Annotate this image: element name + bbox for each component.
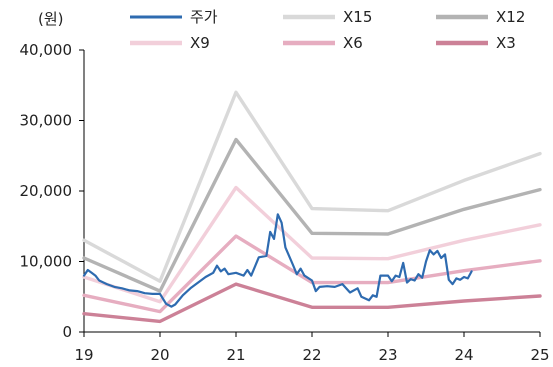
legend-label-x6: X6: [343, 34, 363, 52]
series-line-price: [82, 213, 473, 308]
y-tick-label: 0: [62, 323, 72, 341]
x-tick-label: 22: [302, 346, 321, 364]
legend-label-x12: X12: [496, 8, 525, 26]
axes: [79, 49, 541, 337]
x-tick-label: 23: [378, 346, 397, 364]
y-tick-label: 20,000: [20, 182, 73, 200]
legend-label-x15: X15: [343, 8, 372, 26]
x-tick-label: 21: [226, 346, 245, 364]
legend: 주가 X15 X12 X9 X6 X3: [130, 8, 525, 52]
y-unit-label: (원): [38, 10, 64, 28]
y-tick-label: 40,000: [20, 41, 73, 59]
legend-label-x3: X3: [496, 34, 516, 52]
series-line-x3: [82, 282, 542, 324]
x-tick-label: 19: [74, 346, 93, 364]
x-tick-label: 20: [150, 346, 169, 364]
legend-label-x9: X9: [190, 34, 210, 52]
series-line-x15: [82, 90, 542, 283]
y-tick-label: 10,000: [20, 253, 73, 271]
x-tick-label: 25: [530, 346, 549, 364]
series-group: [82, 90, 542, 324]
y-tick-label: 30,000: [20, 112, 73, 130]
x-tick-label: 24: [454, 346, 473, 364]
series-line-x12: [82, 137, 542, 293]
series-line-x9: [82, 185, 542, 304]
tick-labels: 0 10,000 20,000 30,000 40,000 19 20 21 22 23 24 25: [20, 41, 550, 364]
legend-label-price: 주가: [190, 8, 218, 26]
